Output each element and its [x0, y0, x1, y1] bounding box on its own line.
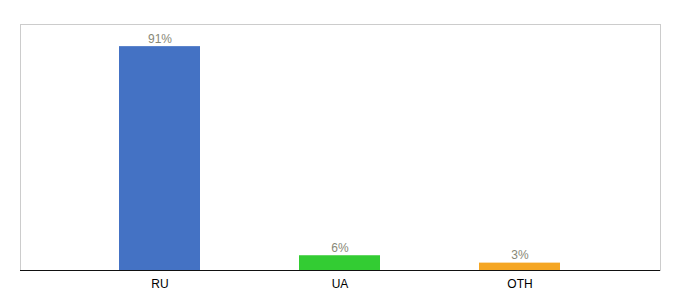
svg-text:6%: 6%: [331, 241, 349, 255]
svg-text:UA: UA: [332, 277, 349, 291]
svg-text:OTH: OTH: [507, 277, 532, 291]
svg-text:RU: RU: [151, 277, 168, 291]
svg-text:91%: 91%: [148, 32, 172, 46]
svg-text:3%: 3%: [511, 248, 529, 262]
